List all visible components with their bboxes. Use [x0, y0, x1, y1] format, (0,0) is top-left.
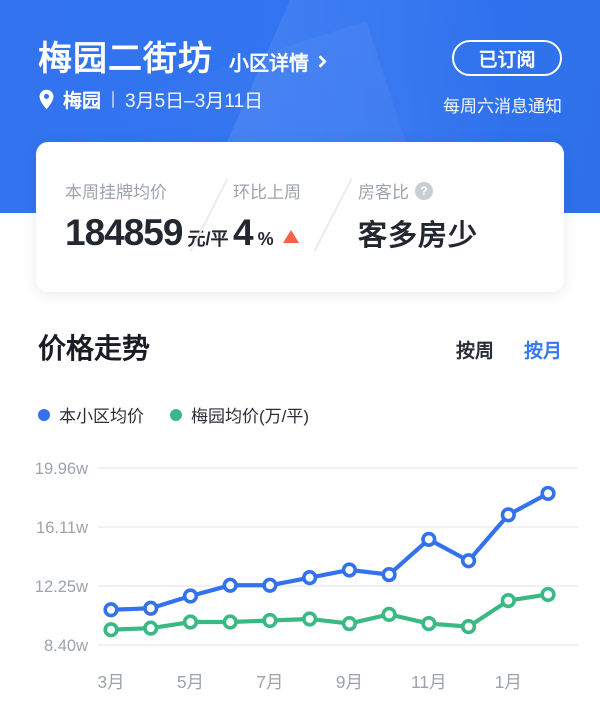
chart-legend: 本小区均价 梅园均价(万/平)	[38, 402, 335, 427]
y-axis-tick-label: 12.25w	[35, 578, 88, 596]
data-point[interactable]	[222, 614, 238, 630]
data-point[interactable]	[222, 577, 238, 593]
data-point[interactable]	[540, 586, 556, 603]
stat-listing-price: 本周挂牌均价 184859 元/平	[65, 178, 228, 254]
y-axis-tick-label: 16.11w	[36, 519, 88, 537]
legend-label-community: 本小区均价	[59, 407, 144, 426]
data-point[interactable]	[103, 602, 119, 618]
data-point[interactable]	[262, 612, 278, 629]
data-point[interactable]	[460, 553, 477, 569]
data-point[interactable]	[182, 614, 199, 630]
stat-supply-demand: 房客比 ? 客多房少	[358, 178, 478, 254]
tab-by-week[interactable]: 按周	[455, 341, 494, 362]
stat-supply-demand-label: 房客比 ?	[358, 178, 478, 203]
stat-supply-demand-value: 客多房少	[358, 220, 479, 252]
community-name: 梅园二街坊	[38, 40, 213, 78]
data-point[interactable]	[341, 562, 357, 578]
location-divider	[112, 91, 115, 108]
series-line	[108, 491, 551, 612]
stat-supply-demand-label-text: 房客比	[358, 183, 409, 202]
y-axis-tick-label: 8.40w	[44, 637, 88, 655]
weekly-stats-card: 本周挂牌均价 184859 元/平 环比上周 4 % 房客比 ? 客多房少	[36, 142, 564, 292]
x-axis-tick-label: 5月	[177, 672, 204, 692]
subscribed-button[interactable]: 已订阅	[452, 40, 562, 76]
stat-week-change-unit: %	[257, 229, 274, 249]
legend-item-community: 本小区均价	[38, 402, 144, 427]
stat-divider	[313, 178, 353, 252]
x-axis-tick-label: 9月	[336, 672, 363, 692]
tab-by-month[interactable]: 按月	[523, 341, 562, 362]
data-point[interactable]	[341, 615, 357, 632]
data-point[interactable]	[381, 566, 397, 583]
y-axis-tick-label: 19.96w	[35, 460, 88, 478]
location-row: 梅园 3月5日–3月11日	[38, 86, 263, 113]
data-point[interactable]	[500, 592, 516, 609]
price-trend-chart: 8.40w 12.25w 16.11w 19.96w 3月 5月 7月 9月 11月 1月	[0, 440, 600, 717]
stat-week-change: 环比上周 4 %	[233, 178, 301, 254]
x-axis-tick-label: 1月	[495, 672, 522, 692]
stat-listing-price-value: 184859	[65, 212, 183, 253]
help-question-icon[interactable]: ?	[415, 181, 433, 200]
legend-dot-green-icon	[170, 408, 182, 421]
data-point[interactable]	[262, 577, 278, 593]
chevron-right-icon	[314, 55, 327, 68]
legend-label-district: 梅园均价(万/平)	[191, 407, 310, 426]
data-point[interactable]	[302, 611, 318, 627]
date-range: 3月5日–3月11日	[125, 91, 264, 112]
location-pin-icon	[39, 89, 54, 110]
title-row: 梅园二街坊 小区详情	[38, 31, 327, 80]
notify-schedule-text: 每周六消息通知	[443, 97, 562, 116]
x-axis-tick-label: 3月	[97, 672, 124, 692]
legend-dot-blue-icon	[38, 408, 50, 421]
data-point[interactable]	[103, 622, 119, 638]
x-axis-tick-label: 7月	[256, 672, 283, 692]
data-point[interactable]	[143, 600, 159, 616]
stat-week-change-value: 4	[233, 212, 254, 253]
data-point[interactable]	[182, 588, 199, 604]
data-point[interactable]	[143, 620, 159, 636]
location-name: 梅园	[63, 91, 102, 112]
data-point[interactable]	[302, 570, 318, 586]
legend-item-district: 梅园均价(万/平)	[170, 402, 309, 427]
x-axis-tick-label: 11月	[411, 672, 447, 692]
data-point[interactable]	[540, 485, 556, 502]
data-point[interactable]	[381, 606, 397, 622]
data-point[interactable]	[460, 619, 477, 635]
stat-listing-price-label: 本周挂牌均价	[65, 183, 167, 202]
stat-week-change-label: 环比上周	[233, 183, 301, 202]
up-triangle-icon	[282, 230, 299, 243]
trend-period-tabs: 按周 按月	[426, 336, 562, 363]
data-point[interactable]	[421, 615, 437, 632]
data-point[interactable]	[500, 507, 516, 523]
price-trend-title: 价格走势	[38, 333, 151, 364]
detail-link-label: 小区详情	[229, 53, 309, 75]
data-point[interactable]	[421, 531, 437, 547]
community-detail-link[interactable]: 小区详情	[229, 47, 327, 76]
